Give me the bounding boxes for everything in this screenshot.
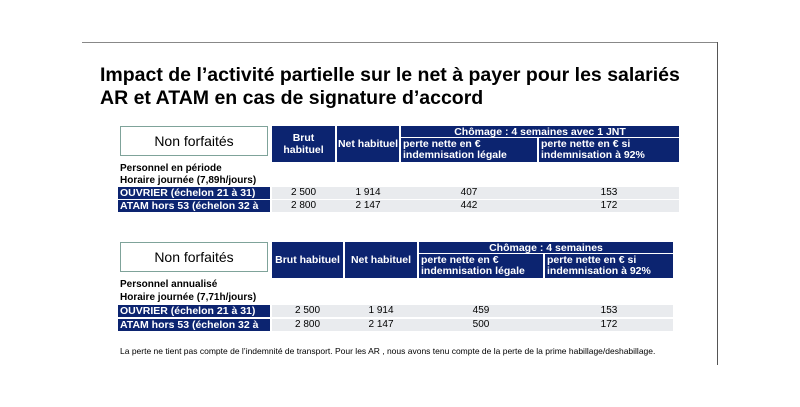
row-background [272,200,679,212]
right-rule [717,42,718,365]
cell-legal: 442 [460,200,478,211]
row-background [272,187,679,199]
cell-brut: 2 500 [294,305,321,316]
table-1-label: Non forfaités [120,126,268,156]
row-label: OUVRIER (échelon 21 à 31) [118,187,270,199]
table-2-col-92: perte nette en € si indemnisation à 92% [545,254,673,278]
cell-92: 172 [600,319,618,330]
table-2-horaire: Horaire journée (7,71h/jours) [120,292,257,303]
row-label: ATAM hors 53 (échelon 32 à 51) [118,200,270,224]
cell-92: 172 [600,200,618,211]
cell-92: 153 [600,187,618,198]
row-background [272,319,673,331]
cell-legal: 407 [460,187,478,198]
table-1-horaire: Horaire journée (7,89h/jours) [120,175,257,186]
slide-title: Impact de l’activité partielle sur le ne… [100,64,680,109]
row-label: ATAM hors 53 (échelon 32 à 51) [118,319,270,343]
cell-brut: 2 800 [290,200,317,211]
table-1-group-header: Chômage : 4 semaines avec 1 JNT [401,126,679,138]
table-1-section: Personnel en période [120,163,222,174]
row-label: OUVRIER (échelon 21 à 31) [118,305,270,317]
table-2-col-legal: perte nette en € indemnisation légale [419,254,543,278]
cell-brut: 2 500 [290,187,317,198]
table-1-col-brut: Brut habituel [272,126,335,162]
cell-net: 1 914 [368,305,394,316]
table-2-label: Non forfaités [120,242,268,272]
table-2-group-header: Chômage : 4 semaines [419,242,673,254]
cell-net: 1 914 [355,187,381,198]
table-2-col-net: Net habituel [345,242,417,278]
cell-net: 2 147 [368,319,394,330]
cell-92: 153 [600,305,618,316]
table-1-col-net: Net habituel [337,126,399,162]
table-1-col-92: perte nette en € si indemnisation à 92% [539,138,679,162]
row-background [272,305,673,317]
cell-legal: 459 [472,305,490,316]
table-2-col-brut: Brut habituel [272,242,343,278]
top-rule [82,42,718,43]
table-2-section: Personnel annualisé [120,279,218,290]
cell-legal: 500 [472,319,490,330]
table-1-col-legal: perte nette en € indemnisation légale [401,138,537,162]
cell-brut: 2 800 [294,319,321,330]
cell-net: 2 147 [355,200,381,211]
footnote: La perte ne tient pas compte de l’indemn… [120,346,656,356]
